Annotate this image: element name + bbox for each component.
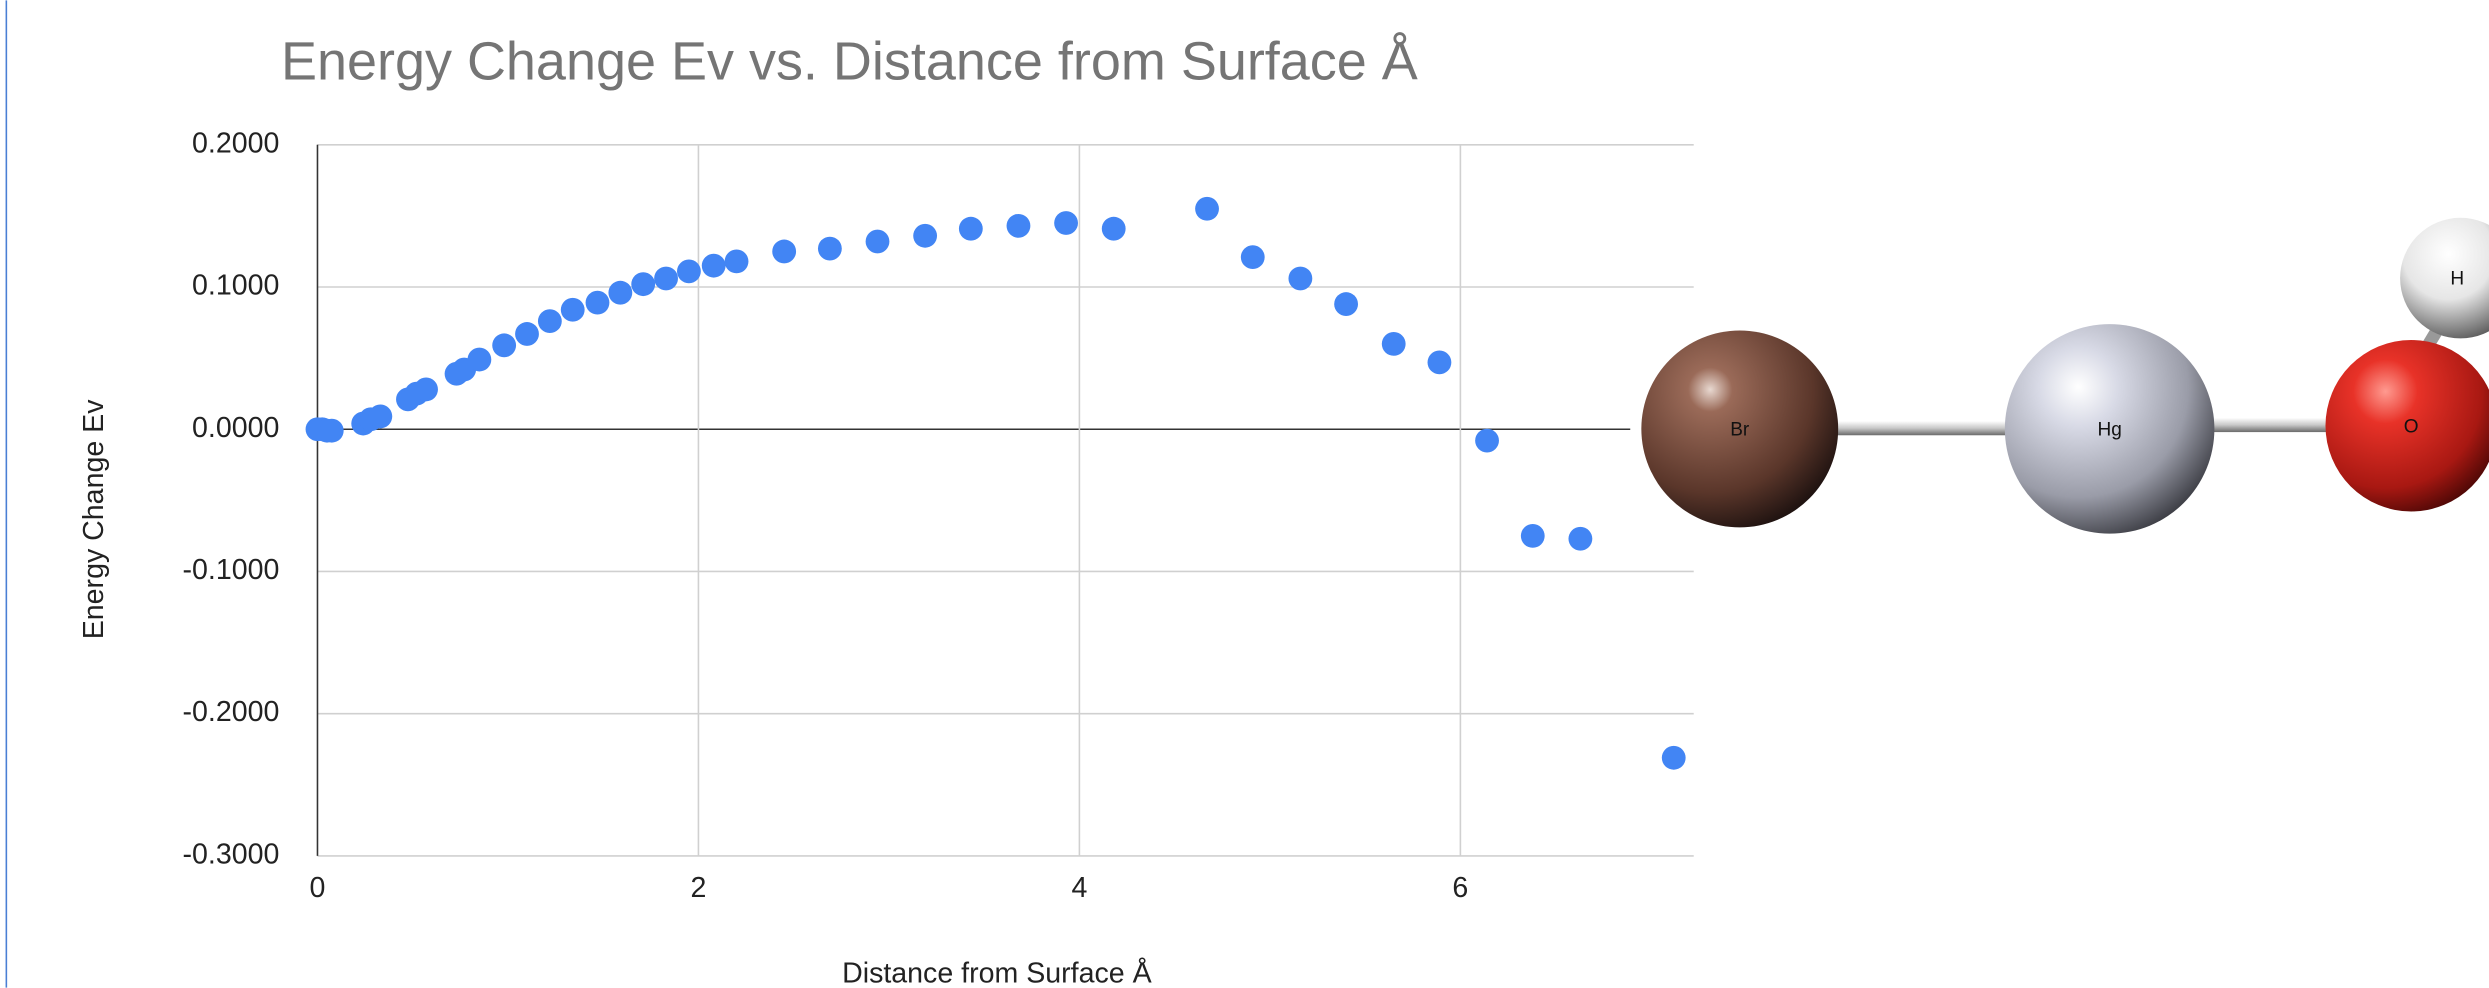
point [866,230,890,254]
point [677,259,701,283]
x-axis-label: Distance from Surface Å [842,957,1152,988]
point [1662,746,1686,770]
point [1241,245,1265,269]
y-axis-label: Energy Change Ev [78,399,110,639]
point [1102,217,1126,241]
point [1428,350,1452,374]
point [586,291,610,315]
point [725,250,749,274]
plot-area: 0.2000 0.1000 0.0000 -0.1000 -0.2000 -0.3000 0… [183,127,1694,903]
atom-label: Br [1730,420,1750,441]
point [515,322,539,346]
y-tick-label: 0.0000 [192,412,279,444]
atom-label: Hg [2097,420,2121,441]
y-tick-label: -0.2000 [183,696,280,728]
point [959,217,983,241]
point [320,419,344,443]
point [467,348,491,372]
point [1521,524,1545,548]
point [772,240,796,264]
y-tick-label: 0.1000 [192,270,279,302]
point [913,224,937,248]
x-tick-label: 0 [310,872,326,904]
point [1334,292,1358,316]
point [608,281,632,305]
point [1382,332,1406,356]
point [538,309,562,333]
x-tick-label: 2 [690,872,706,904]
point [1288,267,1312,291]
y-tick-label: -0.3000 [183,838,280,870]
point [818,237,842,261]
chart: 0.2000 0.1000 0.0000 -0.1000 -0.2000 -0.3000 0… [0,0,2489,988]
molecule: Br Hg O H [1641,218,2489,534]
atom-label: O [2404,416,2419,437]
point [1568,527,1592,551]
point [561,298,585,322]
point [492,333,516,357]
page: {"chart_data": {"type": "scatter", "titl… [0,0,2489,988]
point [702,254,726,278]
x-tick-label: 6 [1452,872,1468,904]
chart-title: Energy Change Ev vs. Distance from Surfa… [281,32,1418,92]
y-tick-label: -0.1000 [183,554,280,586]
point [1475,429,1499,453]
point [414,378,438,402]
y-tick-label: 0.2000 [192,127,279,159]
atom-label: H [2450,269,2464,290]
point [1007,214,1031,238]
point [1195,197,1219,221]
point [368,405,392,429]
atom [2400,218,2489,339]
point [631,272,655,296]
point [1054,211,1078,235]
point [654,267,678,291]
x-tick-label: 4 [1071,872,1087,904]
bond [2206,418,2333,432]
bond [1825,421,2015,435]
